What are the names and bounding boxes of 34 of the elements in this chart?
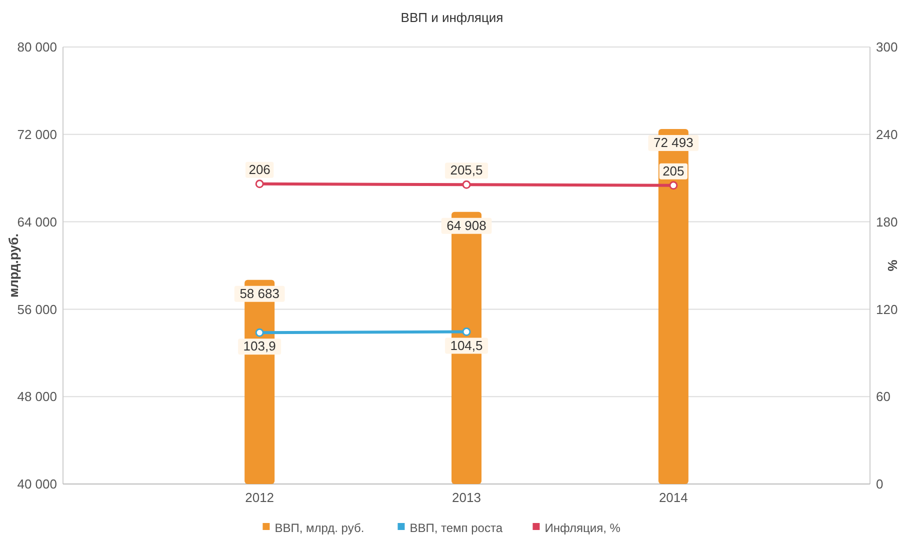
y2-tick-label: 300 <box>876 40 898 55</box>
y-tick-label: 64 000 <box>17 214 57 230</box>
data-label: 104,5 <box>450 338 483 353</box>
point <box>255 328 264 337</box>
x-tick-label: 2013 <box>452 490 481 505</box>
y2-tick-label: 180 <box>876 214 898 230</box>
y2-tick-label: 60 <box>876 389 890 404</box>
chart-title: ВВП и инфляция <box>400 10 504 25</box>
point <box>255 180 264 188</box>
legend-label: Инфляция, % <box>544 521 621 536</box>
y-tick-label: 80 000 <box>17 40 57 55</box>
y-axis-title: млрд.руб. <box>6 234 21 298</box>
data-label: 206 <box>248 162 270 177</box>
y2-axis-title: % <box>885 260 900 272</box>
point <box>462 328 471 336</box>
y2-tick-label: 240 <box>876 126 898 142</box>
legend-label: ВВП, темп роста <box>410 521 503 536</box>
data-label: 64 908 <box>446 218 486 233</box>
x-tick-label: 2012 <box>245 490 274 505</box>
data-label: 72 493 <box>654 135 694 150</box>
x-tick-label: 2014 <box>658 490 688 505</box>
point <box>462 180 471 189</box>
y-tick-label: 72 000 <box>17 126 57 142</box>
point <box>669 181 678 190</box>
y-tick-label: 48 000 <box>17 389 57 404</box>
y2-tick-label: 120 <box>876 302 898 317</box>
y-tick-label: 56 000 <box>17 302 57 317</box>
y2-tick-label: 0 <box>876 476 884 492</box>
legend-label: ВВП, млрд. руб. <box>274 521 364 536</box>
data-label: 58 683 <box>240 286 280 301</box>
data-label: 205,5 <box>450 162 483 178</box>
data-label: 103,9 <box>243 338 276 354</box>
data-label: 205 <box>662 163 684 178</box>
y-tick-label: 40 000 <box>17 476 57 492</box>
